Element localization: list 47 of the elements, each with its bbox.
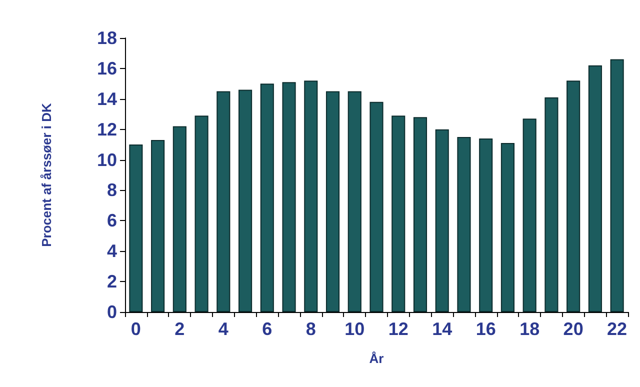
bar [282, 82, 296, 312]
bar [151, 140, 165, 312]
y-tick-label: 2 [106, 272, 117, 292]
y-tick-label: 6 [106, 210, 117, 231]
bar [238, 90, 252, 312]
bar [588, 65, 602, 312]
y-tick-label: 16 [96, 58, 117, 78]
bar [457, 136, 471, 312]
bar [392, 116, 406, 312]
bar [566, 80, 580, 312]
bar [129, 144, 143, 312]
x-tick-label: 6 [262, 319, 272, 339]
y-axis-title: Procent af årssøer i DK [39, 102, 54, 247]
x-tick-label: 8 [306, 319, 316, 339]
x-tick-label: 4 [218, 319, 228, 339]
x-tick-label: 12 [388, 319, 408, 339]
bar [370, 102, 384, 312]
bar [610, 59, 624, 312]
bar [435, 129, 449, 312]
x-tick-label: 14 [432, 319, 452, 339]
bar [194, 116, 208, 312]
x-tick-label: 10 [344, 319, 365, 339]
bar [326, 91, 340, 312]
bar [413, 117, 428, 312]
y-tick-label: 8 [106, 180, 117, 200]
bar [522, 118, 536, 312]
y-tick-label: 14 [96, 88, 117, 109]
y-tick-label: 12 [96, 119, 117, 140]
x-tick-label: 2 [174, 319, 185, 339]
y-tick-label: 0 [106, 302, 117, 322]
y-tick-label: 18 [96, 28, 117, 48]
bar [479, 138, 493, 312]
bar [544, 97, 558, 312]
bar [260, 84, 274, 312]
x-tick-label: 0 [130, 319, 141, 339]
y-tick-label: 4 [106, 241, 117, 262]
y-tick-label: 10 [96, 150, 117, 170]
bar [304, 80, 318, 312]
x-tick-label: 18 [520, 319, 540, 339]
x-tick-label: 22 [607, 319, 628, 339]
bar [348, 91, 362, 312]
x-tick-label: 20 [563, 319, 584, 339]
bar [172, 126, 186, 312]
bar [216, 91, 230, 312]
x-tick-label: 16 [476, 319, 496, 339]
x-axis-title: År [369, 351, 384, 366]
bar [500, 143, 514, 312]
